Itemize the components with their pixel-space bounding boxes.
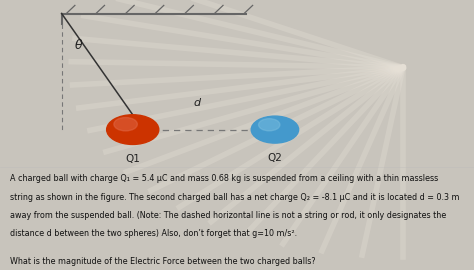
Text: What is the magnitude of the Electric Force between the two charged balls?: What is the magnitude of the Electric Fo… bbox=[10, 257, 316, 266]
Circle shape bbox=[251, 116, 299, 143]
Text: A charged ball with charge Q₁ = 5.4 μC and mass 0.68 kg is suspended from a ceil: A charged ball with charge Q₁ = 5.4 μC a… bbox=[10, 174, 438, 183]
Text: Q2: Q2 bbox=[267, 153, 283, 163]
Circle shape bbox=[258, 119, 280, 131]
Text: string as shown in the figure. The second charged ball has a net charge Q₂ = -8.: string as shown in the figure. The secon… bbox=[10, 193, 460, 201]
Text: Q1: Q1 bbox=[125, 154, 140, 164]
Text: away from the suspended ball. (Note: The dashed horizontal line is not a string : away from the suspended ball. (Note: The… bbox=[10, 211, 447, 220]
Text: θ: θ bbox=[74, 39, 82, 52]
Circle shape bbox=[107, 115, 159, 144]
Text: d: d bbox=[193, 98, 201, 108]
Circle shape bbox=[114, 117, 137, 131]
Text: distance d between the two spheres) Also, don’t forget that g=10 m/s².: distance d between the two spheres) Also… bbox=[10, 229, 298, 238]
